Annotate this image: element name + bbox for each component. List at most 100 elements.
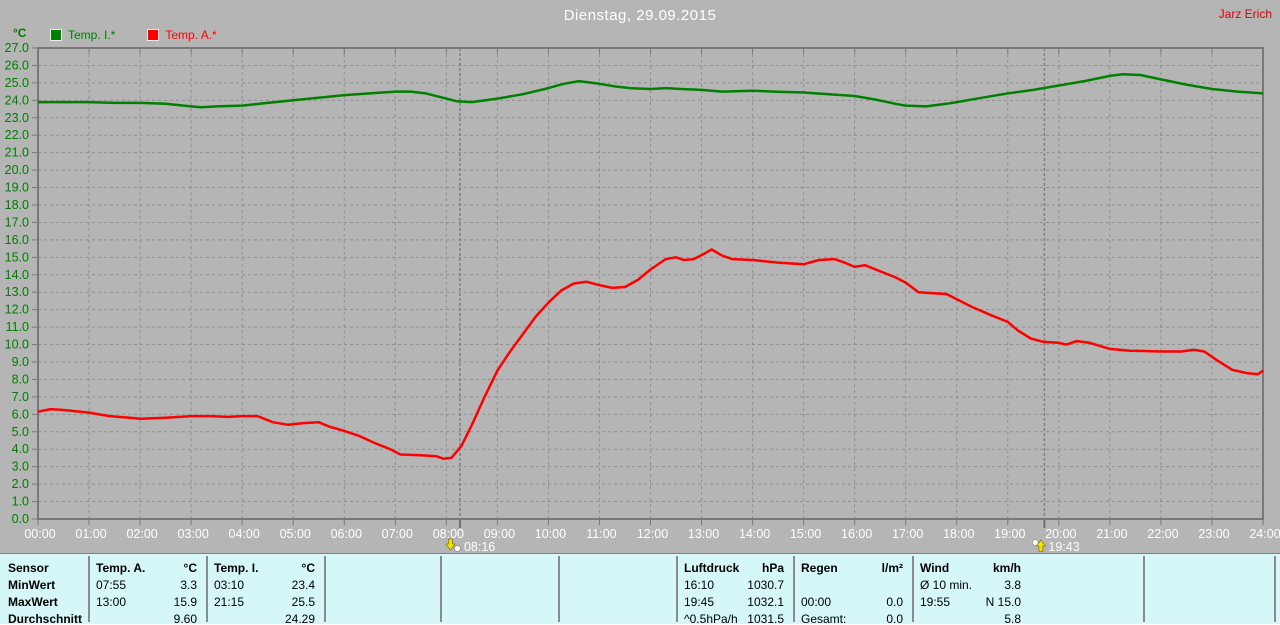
x-axis-label: 02:00 — [126, 527, 157, 541]
y-axis-label: 27.0 — [5, 41, 29, 55]
table-row-label: Sensor — [8, 561, 49, 575]
legend-swatch — [147, 29, 160, 41]
plot-border — [37, 47, 1264, 520]
y-axis-label: 25.0 — [5, 76, 29, 90]
table-column-unit: hPa — [761, 561, 784, 575]
table-column-divider — [440, 556, 442, 622]
x-axis-label: 15:00 — [790, 527, 821, 541]
y-axis-label: 8.0 — [12, 372, 29, 386]
table-cell-time: Ø 10 min. — [920, 578, 973, 592]
x-axis-label: 04:00 — [229, 527, 260, 541]
temp-i-line — [38, 72, 1264, 109]
y-axis-unit-label: °C — [13, 26, 27, 40]
legend-label: Temp. I.* — [68, 28, 116, 42]
table-row-label: MaxWert — [8, 595, 58, 609]
x-axis-label: 21:00 — [1096, 527, 1127, 541]
sunrise-marker — [445, 538, 461, 552]
y-axis-label: 7.0 — [12, 390, 29, 404]
x-axis-label: 19:00 — [994, 527, 1025, 541]
x-axis-label: 24:00 — [1249, 527, 1280, 541]
temp-a-line — [37, 248, 1264, 461]
table-column-divider — [912, 556, 914, 622]
y-axis-label: 10.0 — [5, 338, 29, 352]
table-column-divider — [1143, 556, 1145, 622]
y-axis-label: 21.0 — [5, 146, 29, 160]
table-cell-value: 24.29 — [284, 612, 315, 625]
x-axis-label: 13:00 — [688, 527, 719, 541]
x-axis-label: 03:00 — [177, 527, 208, 541]
table-cell-time: 00:00 — [801, 595, 832, 609]
table-column-unit: km/h — [992, 561, 1021, 575]
legend-item-temp-a: Temp. A.* — [147, 28, 217, 42]
table-column-divider — [676, 556, 678, 622]
x-axis-label: 06:00 — [331, 527, 362, 541]
x-axis-label: 18:00 — [943, 527, 974, 541]
statistics-table: Sensor MinWert MaxWert Durchschnitt Temp. A.… — [0, 553, 1280, 625]
table-cell-time: ^0.5hPa/h — [684, 612, 738, 625]
table-column-unit: °C — [183, 561, 197, 575]
table-cell-value: 0.0 — [886, 612, 903, 625]
y-axis-label: 14.0 — [5, 268, 29, 282]
table-column-divider — [793, 556, 795, 622]
table-column-header: Wind — [920, 561, 950, 575]
y-axis-label: 5.0 — [12, 425, 29, 439]
x-axis-label: 09:00 — [484, 527, 515, 541]
sun-icon — [454, 545, 461, 552]
table-cell-value: N 15.0 — [985, 595, 1021, 609]
y-axis-label: 9.0 — [12, 355, 29, 369]
table-cell-value: 23.4 — [291, 578, 315, 592]
y-axis-label: 26.0 — [5, 58, 29, 72]
page-title: Dienstag, 29.09.2015 — [563, 7, 717, 24]
table-column-divider — [206, 556, 208, 622]
table-cell-time: 21:15 — [214, 595, 245, 609]
table-cell-value: 0.0 — [886, 595, 903, 609]
sun-down-arrow-icon — [445, 538, 456, 551]
y-axis-label: 19.0 — [5, 181, 29, 195]
x-axis-label: 05:00 — [280, 527, 311, 541]
table-cell-time: 13:00 — [96, 595, 127, 609]
legend-label: Temp. A.* — [165, 28, 217, 42]
y-axis-label: 0.0 — [12, 512, 29, 526]
table-column-divider — [324, 556, 326, 622]
table-column-unit: °C — [301, 561, 315, 575]
x-axis-label: 07:00 — [382, 527, 413, 541]
y-axis-labels: 0.0 1.0 2.0 3.0 4.0 5.0 6.0 7.0 8.0 9.0 10.0 11.0 12… — [5, 41, 29, 526]
sun-up-arrow-icon — [1035, 539, 1046, 552]
x-axis-label: 23:00 — [1198, 527, 1229, 541]
x-axis-label: 01:00 — [75, 527, 106, 541]
y-axis-label: 6.0 — [12, 407, 29, 421]
table-row-label: MinWert — [8, 578, 56, 592]
y-axis-label: 4.0 — [12, 442, 29, 456]
axis-ticks — [32, 47, 1264, 528]
table-column-header: Regen — [801, 561, 838, 575]
x-axis-label: 14:00 — [739, 527, 770, 541]
table-cell-value: 5.8 — [1004, 612, 1021, 625]
table-cell-value: 25.5 — [291, 595, 315, 609]
y-axis-label: 23.0 — [5, 111, 29, 125]
table-cell-value: 1032.1 — [747, 595, 784, 609]
table-row-label: Durchschnitt — [8, 612, 83, 625]
table-cell-value: 15.9 — [173, 595, 197, 609]
temperature-chart: 0.0 1.0 2.0 3.0 4.0 5.0 6.0 7.0 8.0 9.0 10.0 11.0 12… — [5, 41, 1280, 553]
table-column-unit: l/m² — [881, 561, 903, 575]
y-axis-label: 18.0 — [5, 198, 29, 212]
x-axis-label: 11:00 — [586, 527, 616, 541]
table-cell-value: 3.3 — [180, 578, 197, 592]
sunset-time-label: 19:43 — [1048, 540, 1079, 553]
y-axis-label: 2.0 — [12, 477, 29, 491]
y-axis-label: 22.0 — [5, 128, 29, 142]
chart-grid — [38, 48, 1263, 519]
table-column-header: Luftdruck — [684, 561, 740, 575]
y-axis-label: 24.0 — [5, 93, 29, 107]
table-cell-time: 19:45 — [684, 595, 715, 609]
x-axis-label: 08:00 — [433, 527, 464, 541]
y-axis-label: 11.0 — [6, 320, 29, 334]
table-cell-value: 1031.5 — [747, 612, 784, 625]
sun-icon — [1031, 539, 1039, 546]
chart-legend: Temp. I.* Temp. A.* — [50, 28, 249, 42]
table-cell-time: 19:55 — [920, 595, 951, 609]
table-column-divider — [1274, 556, 1276, 622]
y-axis-label: 12.0 — [5, 303, 29, 317]
legend-swatch — [50, 29, 62, 41]
